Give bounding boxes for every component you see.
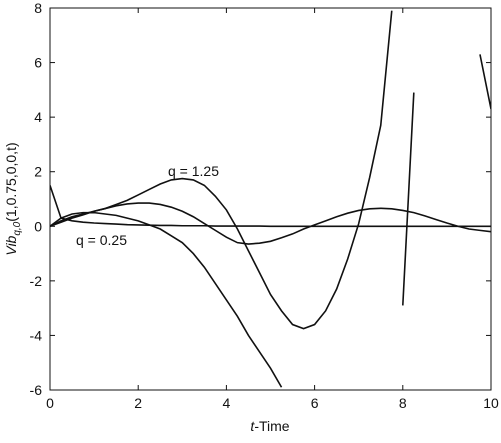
series-line <box>50 10 491 330</box>
y-tick-label: 6 <box>34 55 42 71</box>
y-tick-label: -2 <box>30 273 43 289</box>
y-tick-label: 2 <box>34 164 42 180</box>
y-label-args: (1,0.75,0,0,t) <box>3 142 19 221</box>
series-line <box>50 202 491 245</box>
y-tick-label: 8 <box>34 0 42 16</box>
series-line <box>50 92 415 388</box>
y-label-main: Vib <box>3 235 19 255</box>
x-tick-label: 10 <box>483 395 499 411</box>
y-tick-label: 0 <box>34 218 42 234</box>
x-tick-label: 6 <box>311 395 319 411</box>
annotation: q = 0.25 <box>76 232 127 248</box>
x-tick-label: 2 <box>134 395 142 411</box>
x-axis-label: t-Time <box>250 418 289 434</box>
y-tick-label: 4 <box>34 109 42 125</box>
x-label-var: t <box>250 418 255 434</box>
annotation: q = 1.25 <box>168 163 219 179</box>
y-label-sub: q,0 <box>12 221 23 235</box>
y-axis-label: Vibq,0(1,0.75,0,0,t) <box>3 142 23 255</box>
y-tick-label: -6 <box>30 382 43 398</box>
x-tick-label: 8 <box>399 395 407 411</box>
series-line <box>50 185 491 228</box>
plot-frame <box>49 7 492 391</box>
x-label-rest: -Time <box>254 418 289 434</box>
x-tick-label: 0 <box>46 395 54 411</box>
x-tick-label: 4 <box>223 395 231 411</box>
y-tick-label: -4 <box>30 327 43 343</box>
